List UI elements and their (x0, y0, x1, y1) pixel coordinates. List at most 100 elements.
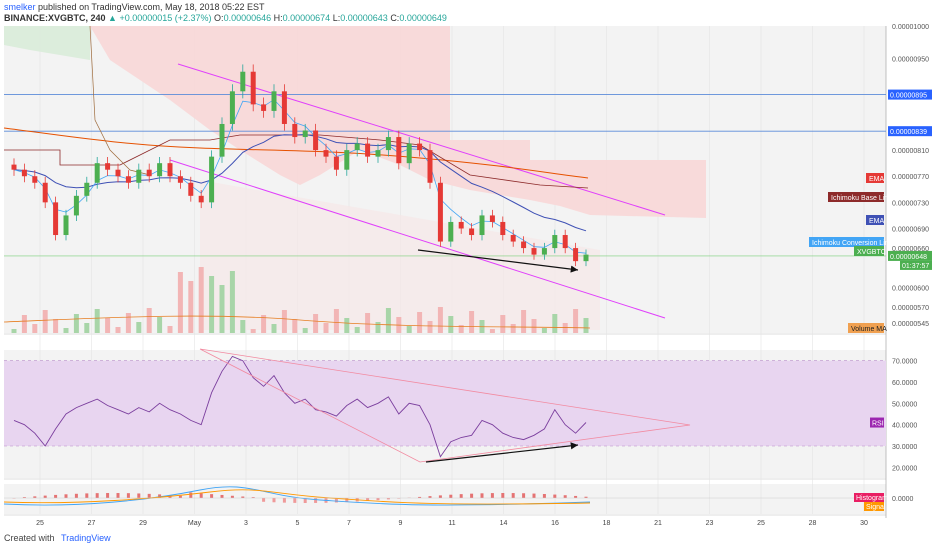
candle (209, 150, 215, 209)
x-axis-tick-label: 25 (36, 520, 44, 527)
volume-bar (489, 329, 495, 333)
candle (105, 156, 111, 176)
rsi-axis-tick-label: 20.0000 (892, 465, 917, 472)
candle (541, 242, 547, 260)
candle-body (448, 221, 454, 242)
x-axis-tick-label: 28 (809, 520, 817, 527)
ichimoku-base-line (4, 134, 589, 189)
candle (479, 209, 485, 241)
candle (354, 137, 360, 157)
volume-bar (271, 324, 277, 333)
volume-bar (437, 307, 443, 333)
rsi-axis-tick-label: 60.0000 (892, 380, 917, 387)
candle (344, 143, 350, 176)
macd-pane (4, 484, 886, 514)
candle-body (209, 156, 215, 203)
histogram-tag-text: Histogram (856, 495, 888, 502)
tradingview-logo-text[interactable]: TradingView (61, 533, 111, 543)
volume-bar (573, 309, 579, 333)
price-line-tag-bg (888, 126, 932, 137)
candle (125, 170, 131, 189)
candle-body (406, 143, 412, 164)
volume-bar (219, 285, 225, 333)
volume-bar (105, 318, 111, 333)
candle-body (375, 150, 381, 157)
candle-body (552, 235, 558, 249)
candle-body (531, 248, 537, 255)
volume-bar (427, 321, 433, 333)
x-axis-tick-label: 18 (603, 520, 611, 527)
candle-body (63, 215, 69, 236)
channel-upper (177, 63, 666, 216)
candle (73, 190, 79, 221)
volume-bar (469, 311, 475, 333)
candle-body (281, 91, 287, 124)
author-link[interactable]: smelker (4, 2, 36, 12)
volume-bar (73, 314, 79, 333)
histogram-bar (397, 498, 401, 499)
volume-bar (157, 317, 163, 333)
candle (198, 190, 204, 209)
last-price-tag: 0.00000648 (888, 250, 932, 261)
candle (531, 242, 537, 260)
x-axis-tick-label: 9 (399, 520, 403, 527)
candle (489, 209, 495, 228)
candle (271, 84, 277, 118)
volume-bar (562, 323, 568, 333)
histogram-bar (241, 496, 245, 498)
x-axis-tick-label: 5 (296, 520, 300, 527)
histogram-bar (22, 497, 26, 498)
candle-body (177, 176, 183, 183)
rsi-axis-tick-label: 70.0000 (892, 359, 917, 366)
candle (94, 156, 100, 189)
histogram-bar (490, 493, 494, 498)
price-line-tag-1: 0.00000895 (888, 89, 932, 100)
volume-bar (167, 326, 173, 333)
x-axis-tick-label: 3 (244, 520, 248, 527)
price-line-tag-text: 0.00000839 (890, 129, 927, 136)
price-axis-tick-label: 0.00000660 (892, 246, 929, 253)
ema-blue-line (13, 133, 587, 232)
candle-body (323, 150, 329, 157)
histogram-tag: Histogram (854, 493, 888, 502)
histogram-bar (314, 498, 318, 503)
histogram-bar (230, 495, 234, 498)
ema-blue-tag-text: EMA (869, 218, 885, 225)
conversion-line-tag-text: Ichimoku Conversion Line (812, 240, 893, 247)
histogram-bar (220, 494, 224, 498)
candle-body (271, 91, 277, 111)
candle (562, 229, 568, 254)
volume-bar (53, 319, 59, 333)
histogram-bar (189, 492, 193, 498)
histogram-bar (33, 496, 37, 498)
conversion-line-tag-bg (809, 237, 884, 247)
volume-bar (510, 324, 516, 333)
candle-body (541, 248, 547, 255)
candle (313, 123, 319, 157)
candle (11, 158, 17, 176)
ema-red-tag-bg (866, 173, 884, 183)
volume-bar (500, 315, 506, 333)
histogram-bar (438, 495, 442, 498)
volume-bar (281, 310, 287, 333)
candle-body (73, 195, 79, 216)
symbol-label: BINANCE:XVGBTC, 240 (4, 13, 106, 23)
volume-bar (552, 314, 558, 333)
histogram-bar (147, 493, 151, 498)
candle-body (250, 71, 256, 105)
candle (32, 170, 38, 189)
candle (302, 123, 308, 144)
histogram-bar (501, 493, 505, 498)
candle-body (562, 235, 568, 249)
histogram-bar (43, 495, 47, 498)
candle (458, 216, 464, 234)
histogram-bar (282, 498, 286, 503)
volume-bar (583, 318, 589, 333)
candle-body (32, 176, 38, 183)
candle (406, 137, 412, 170)
candle-body (115, 169, 121, 177)
histogram-bar (522, 493, 526, 498)
ohlc-o-label: O: (214, 13, 224, 23)
histogram-bar (428, 496, 432, 498)
